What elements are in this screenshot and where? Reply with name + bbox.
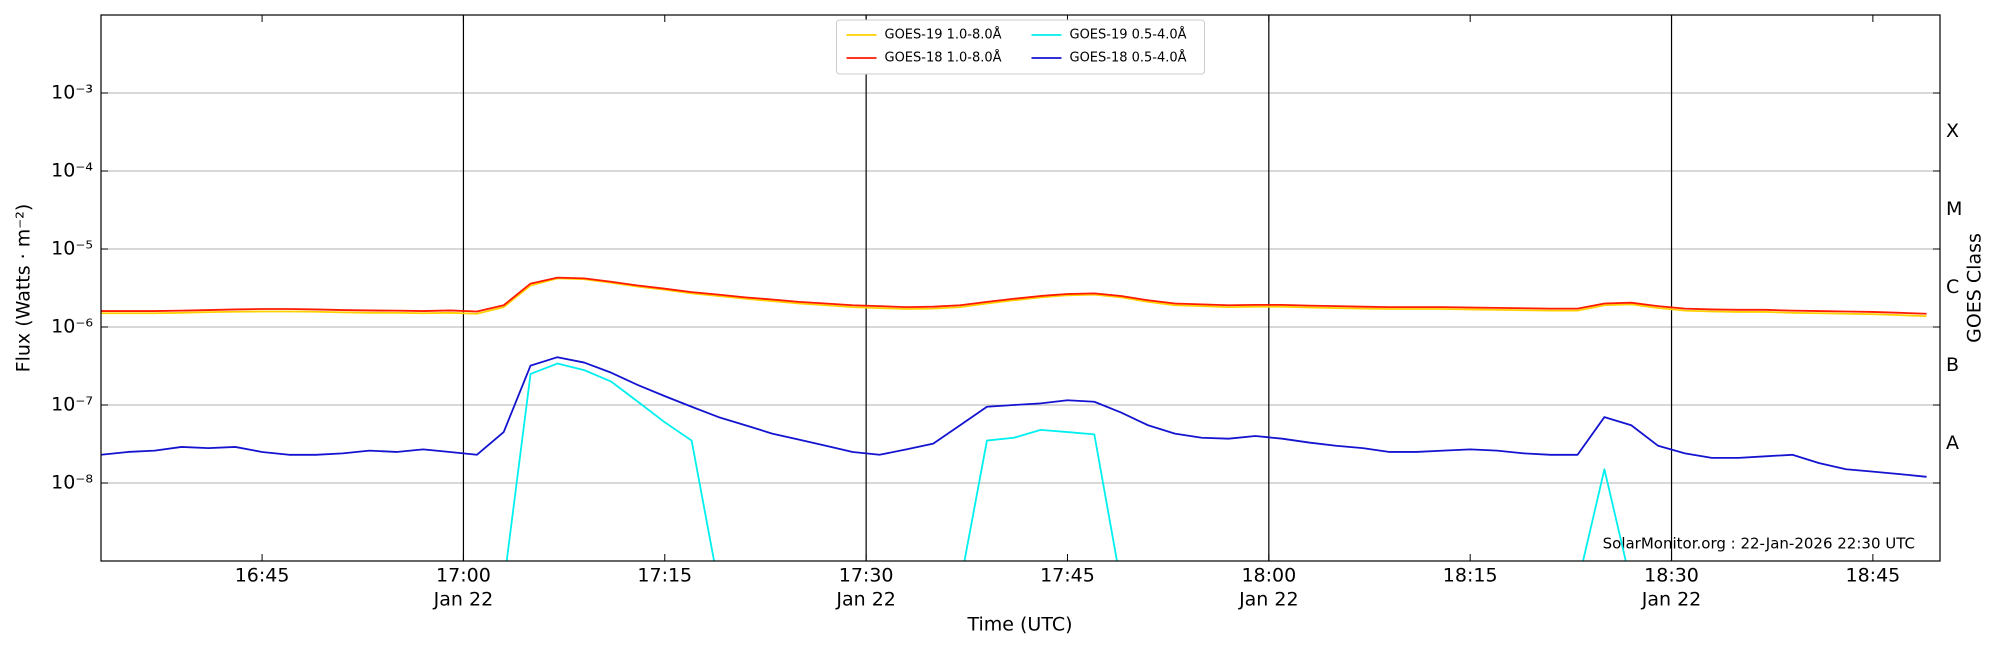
legend-label: GOES-19 0.5-4.0Å: [1070, 27, 1187, 43]
y2-tick-label: A: [1946, 432, 1959, 454]
x-tick-label: 18:45: [1846, 565, 1901, 587]
x-tick-label: 17:15: [637, 565, 692, 587]
y-tick-label: 10⁻⁷: [51, 394, 93, 416]
series-line: [101, 276, 1927, 315]
x-tick-label: Jan 22: [835, 589, 896, 611]
y-tick-label: 10⁻⁸: [51, 472, 93, 494]
x-tick-label: 17:30: [839, 565, 894, 587]
y2-tick-label: B: [1946, 354, 1959, 376]
x-axis-label: Time (UTC): [966, 614, 1072, 636]
y-tick-label: 10⁻³: [51, 82, 93, 104]
y2-tick-label: C: [1946, 276, 1959, 298]
y2-tick-label: M: [1946, 198, 1962, 220]
x-tick-label: 18:00: [1241, 565, 1296, 587]
x-tick-label: Jan 22: [433, 589, 494, 611]
legend-label: GOES-18 0.5-4.0Å: [1070, 50, 1187, 66]
x-tick-label: Jan 22: [1238, 589, 1299, 611]
y-tick-label: 10⁻⁴: [51, 160, 93, 182]
y2-axis-label: GOES Class: [1964, 233, 1986, 343]
legend-label: GOES-18 1.0-8.0Å: [885, 50, 1002, 66]
y-axis-label: Flux (Watts · m⁻²): [13, 204, 35, 373]
x-tick-label: 17:00: [436, 565, 491, 587]
series-line: [101, 277, 1927, 317]
annotation: SolarMonitor.org : 22-Jan-2026 22:30 UTC: [1603, 535, 1915, 553]
x-tick-label: 18:30: [1644, 565, 1699, 587]
series-line: [505, 362, 1627, 561]
x-tick-label: 18:15: [1443, 565, 1498, 587]
y-tick-label: 10⁻⁶: [51, 316, 93, 338]
legend-label: GOES-19 1.0-8.0Å: [885, 27, 1002, 43]
x-tick-label: Jan 22: [1641, 589, 1702, 611]
plot-area: [101, 276, 1927, 561]
x-tick-label: 17:45: [1040, 565, 1095, 587]
y-tick-label: 10⁻⁵: [51, 238, 93, 260]
legend-box: [836, 19, 1205, 75]
x-tick-label: 16:45: [235, 565, 290, 587]
y2-tick-label: X: [1946, 120, 1959, 142]
plot-frame: [100, 14, 1941, 562]
series-line: [101, 356, 1927, 478]
